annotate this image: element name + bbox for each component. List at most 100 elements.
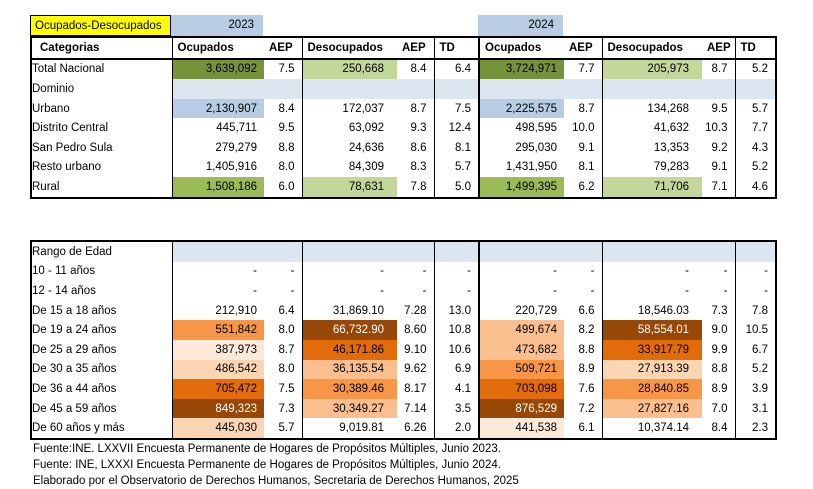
cell	[601, 241, 702, 262]
cell: -	[723, 284, 728, 297]
cell: 8.6	[410, 141, 427, 154]
cell: 8.2	[578, 324, 595, 337]
cell: 445,030	[171, 418, 264, 439]
cell: 5.2	[734, 157, 776, 178]
cell: 5.7	[433, 157, 479, 178]
cell: 30,389.46	[301, 379, 397, 399]
cell: 36,135.54	[301, 359, 397, 380]
row-label: De 19 a 24 años	[32, 324, 117, 337]
table-row: 12 - 14 años - - - - - - - - - -	[31, 281, 776, 301]
cell	[171, 241, 264, 262]
cell: 9.0	[711, 324, 728, 337]
cell: 66,732.90	[301, 320, 397, 340]
cell: 3,639,092	[171, 58, 264, 80]
row-label: San Pedro Sula	[32, 141, 113, 154]
cell: -	[422, 265, 427, 278]
row-label: Resto urbano	[32, 161, 102, 174]
cell: -	[723, 265, 728, 278]
footnote-line: Fuente: INE, LXXXI Encuesta Permanente d…	[33, 459, 501, 471]
cell: 79,283	[601, 157, 702, 178]
column-header: AEP	[264, 37, 302, 60]
cell: 551,842	[171, 320, 264, 340]
table-row: Urbano 2,130,907 8.4 172,037 8.7 7.5 2,225,575…	[31, 98, 776, 119]
cell: 24,636	[301, 137, 397, 158]
cell	[433, 79, 479, 99]
cell: -	[734, 261, 776, 282]
cell	[564, 241, 602, 262]
cell: 250,668	[301, 58, 397, 80]
table-row: Distrito Central 445,711 9.5 63,092 9.3 12.4 4…	[31, 118, 776, 138]
cell	[734, 241, 776, 262]
cell: 7.8	[734, 300, 776, 321]
column-header: AEP	[702, 37, 735, 60]
cell: -	[478, 261, 564, 282]
cell: 7.14	[404, 402, 427, 415]
row-label: De 36 a 44 años	[32, 382, 117, 395]
cell: 7.5	[433, 98, 479, 119]
cell: 8.8	[278, 141, 295, 154]
cell: 10.8	[433, 320, 479, 340]
cell: 8.8	[711, 363, 728, 376]
table-row: San Pedro Sula 279,279 8.8 24,636 8.6 8.1 295,…	[31, 137, 776, 158]
year-header-2023: 2023	[171, 15, 263, 36]
table-row: 10 - 11 años - - - - - - - - - -	[31, 261, 776, 282]
cell	[264, 79, 302, 99]
column-header: TD	[734, 37, 776, 60]
cell: 441,538	[478, 418, 564, 439]
row-label: De 15 a 18 años	[32, 304, 117, 317]
categorias-table: Categorias Ocupados AEP Desocupados AEP …	[30, 36, 777, 199]
row-label: De 45 a 59 años	[32, 402, 117, 415]
cell: 7.28	[404, 304, 427, 317]
table-row: Resto urbano 1,405,916 8.0 84,309 8.3 5.7 1,43…	[31, 157, 776, 178]
cell: 445,711	[171, 118, 264, 138]
cell: 33,917.79	[601, 339, 702, 360]
cell	[702, 79, 735, 99]
cell: 9.1	[711, 161, 728, 174]
row-label: De 25 a 29 años	[32, 343, 117, 356]
cell: 31,869.10	[301, 300, 397, 321]
row-label: De 60 años y más	[32, 422, 125, 435]
cell: 8.9	[711, 382, 728, 395]
cell: 8.4	[711, 422, 728, 435]
row-label: Total Nacional	[32, 63, 105, 76]
cell: 8.7	[711, 63, 728, 76]
cell: 5.7	[278, 422, 295, 435]
cell: -	[171, 281, 264, 301]
cell: 10,374.14	[601, 418, 702, 439]
column-header: AEP	[564, 37, 602, 60]
cell: 7.2	[578, 402, 595, 415]
column-header: AEP	[397, 37, 434, 60]
cell: 6.0	[278, 180, 295, 193]
cell: -	[734, 281, 776, 301]
cell: 849,323	[171, 398, 264, 419]
cell: 172,037	[301, 98, 397, 119]
cell: -	[171, 261, 264, 282]
cell: -	[422, 284, 427, 297]
cell: 8.7	[578, 102, 595, 115]
cell: 9.9	[711, 343, 728, 356]
cell: 212,910	[171, 300, 264, 321]
table-row: Total Nacional 3,639,092 7.5 250,668 8.4 6.4 3…	[31, 58, 776, 80]
cell: -	[290, 284, 295, 297]
cell	[433, 241, 479, 262]
cell: 7.7	[578, 63, 595, 76]
cell: 8.9	[578, 363, 595, 376]
column-header: Categorias	[31, 37, 172, 60]
cell: 134,268	[601, 98, 702, 119]
cell: 7.5	[278, 382, 295, 395]
cell: 703,098	[478, 379, 564, 399]
cell	[397, 79, 434, 99]
cell: 71,706	[601, 177, 702, 198]
cell: 9.1	[578, 141, 595, 154]
cell: 1,499,395	[478, 177, 564, 198]
row-label: Distrito Central	[32, 122, 109, 135]
cell: 9.5	[711, 102, 728, 115]
cell: 8.7	[278, 343, 295, 356]
title-band: Ocupados-Desocupados 2023 2024	[30, 15, 775, 36]
row-label: De 30 a 35 años	[32, 363, 117, 376]
cell: 9.2	[711, 141, 728, 154]
cell: 27,827.16	[601, 398, 702, 419]
cell: 9.10	[404, 343, 427, 356]
table-row: Rural 1,508,186 6.0 78,631 7.8 5.0 1,499,395 6.…	[31, 177, 776, 198]
